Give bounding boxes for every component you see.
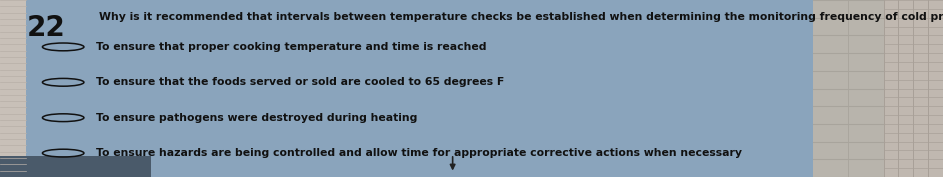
Text: To ensure that the foods served or sold are cooled to 65 degrees F: To ensure that the foods served or sold … — [96, 77, 505, 87]
Text: To ensure hazards are being controlled and allow time for appropriate corrective: To ensure hazards are being controlled a… — [96, 148, 742, 158]
FancyBboxPatch shape — [884, 0, 943, 177]
Text: To ensure that proper cooking temperature and time is reached: To ensure that proper cooking temperatur… — [96, 42, 487, 52]
FancyBboxPatch shape — [813, 0, 884, 177]
Text: To ensure pathogens were destroyed during heating: To ensure pathogens were destroyed durin… — [96, 113, 418, 123]
FancyBboxPatch shape — [0, 156, 151, 177]
Text: Why is it recommended that intervals between temperature checks be established w: Why is it recommended that intervals bet… — [99, 12, 943, 22]
FancyBboxPatch shape — [0, 0, 26, 177]
Text: 22: 22 — [26, 14, 65, 42]
